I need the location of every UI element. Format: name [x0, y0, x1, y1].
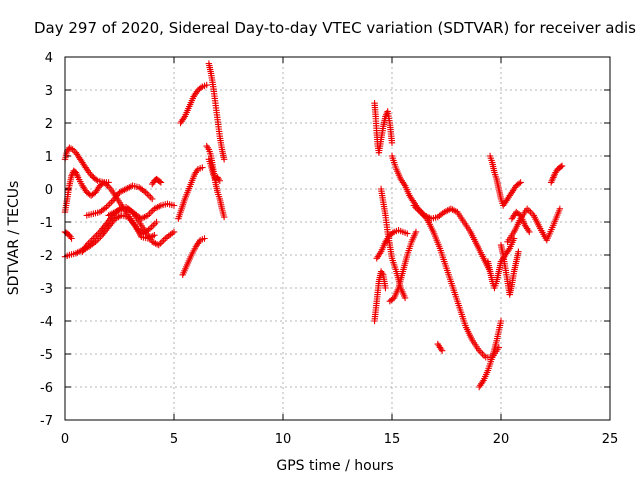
- data-point: [382, 284, 389, 292]
- data-point: [157, 179, 165, 186]
- series-arc-15: [179, 235, 208, 278]
- data-point: [497, 317, 505, 325]
- x-tick-label: 0: [61, 432, 69, 447]
- y-axis-label: SDTVAR / TECUs: [6, 181, 22, 296]
- x-tick-label: 20: [493, 432, 510, 447]
- data-point: [401, 294, 409, 302]
- data-point: [526, 228, 533, 236]
- y-tick-label: 1: [45, 150, 53, 165]
- series-arc-09: [149, 175, 165, 188]
- data-point: [558, 162, 566, 170]
- data-point: [556, 205, 564, 212]
- y-tick-label: 2: [45, 117, 53, 132]
- data-point: [438, 347, 446, 354]
- data-point: [388, 139, 396, 146]
- y-tick-label: -3: [40, 282, 53, 297]
- x-tick-label: 10: [275, 432, 292, 447]
- series-arc-03: [61, 167, 112, 216]
- axis-ticks: 0 5 10 15 20 25 -7 -6 -5 -4 -3 -2 -1 0 1 2 3 4: [40, 51, 618, 447]
- data-point: [412, 228, 420, 236]
- y-tick-label: 0: [45, 183, 53, 198]
- data-points: [61, 60, 566, 391]
- series-arc-16: [371, 100, 396, 156]
- data-point: [151, 232, 158, 239]
- data-point: [220, 213, 228, 221]
- x-tick-label: 15: [384, 432, 401, 447]
- y-tick-label: 3: [45, 84, 53, 99]
- data-point: [220, 156, 228, 163]
- series-arc-14: [175, 164, 206, 222]
- data-point: [216, 177, 223, 184]
- data-point: [153, 218, 160, 226]
- data-point: [93, 176, 100, 183]
- series-arc-20: [386, 228, 420, 305]
- x-tick-label: 5: [170, 432, 178, 447]
- data-point: [515, 248, 522, 255]
- y-tick-label: 4: [45, 51, 53, 66]
- series-arc-10: [177, 81, 210, 127]
- chart-title: Day 297 of 2020, Sidereal Day-to-day VTE…: [34, 19, 636, 37]
- series-arc-24: [434, 340, 446, 354]
- series-arc-01: [61, 144, 97, 181]
- data-point: [149, 195, 156, 203]
- grid: [65, 57, 610, 420]
- series-arc-30: [547, 162, 566, 186]
- data-point: [68, 235, 75, 242]
- data-point: [203, 81, 210, 89]
- series-arc-18: [371, 268, 389, 325]
- series-arc-23: [476, 317, 505, 391]
- data-point: [170, 202, 178, 209]
- series-arc-07: [105, 200, 178, 222]
- series-arc-13: [205, 156, 223, 184]
- data-point: [197, 84, 205, 91]
- data-point: [201, 235, 208, 242]
- data-point: [404, 230, 411, 237]
- data-point: [156, 178, 164, 185]
- data-point: [105, 179, 112, 186]
- plot-frame: [64, 56, 611, 421]
- data-point: [199, 164, 206, 171]
- data-point: [389, 229, 396, 237]
- y-tick-label: -6: [40, 381, 53, 396]
- y-tick-label: -5: [40, 348, 53, 363]
- data-point: [99, 180, 106, 187]
- data-point: [515, 180, 523, 187]
- series-arc-27: [497, 241, 522, 298]
- series-arc-21: [373, 227, 411, 262]
- series-arc-08: [61, 228, 75, 242]
- x-tick-label: 25: [602, 432, 619, 447]
- series-arc-25: [486, 152, 524, 209]
- y-tick-label: -4: [40, 315, 53, 330]
- y-tick-label: -1: [40, 216, 53, 231]
- series-arc-29: [508, 208, 533, 236]
- y-tick-label: -2: [40, 249, 53, 264]
- data-point: [517, 179, 524, 186]
- series-arc-11: [205, 60, 228, 163]
- y-tick-label: -7: [40, 414, 53, 429]
- data-point: [170, 228, 178, 236]
- data-point: [557, 163, 565, 170]
- series-arc-06: [83, 182, 156, 219]
- x-axis-label: GPS time / hours: [276, 458, 393, 474]
